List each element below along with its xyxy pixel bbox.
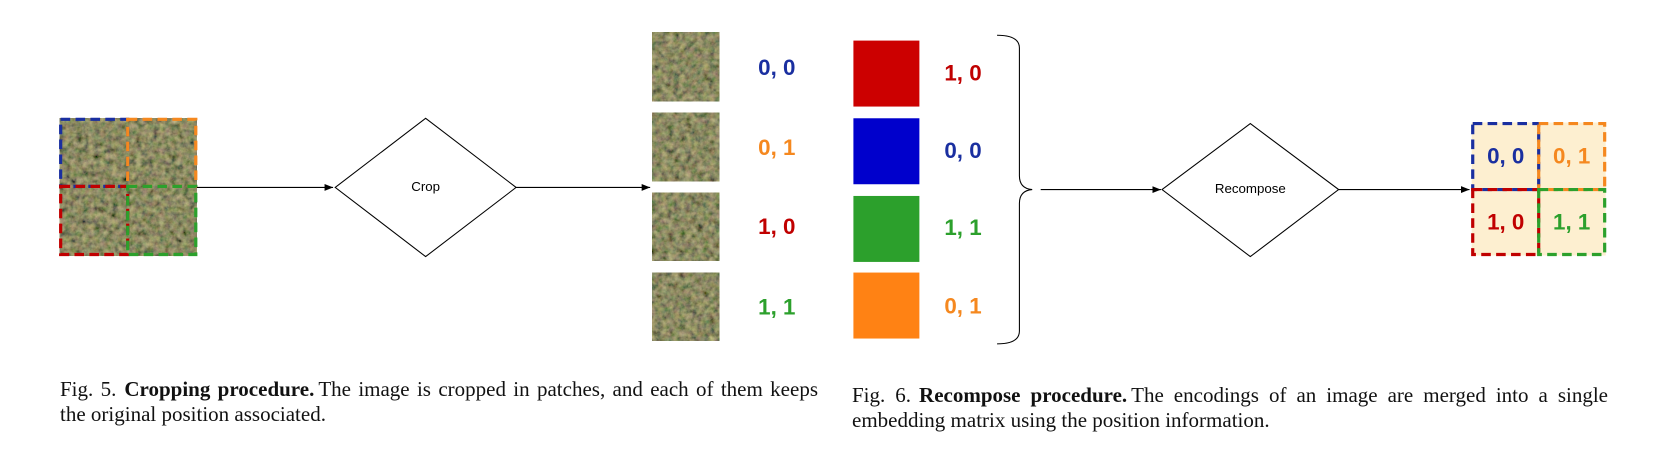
block-label: 0, 0 xyxy=(944,138,981,163)
matrix-borders xyxy=(1471,121,1607,257)
caption-text: The encodings of an image are merged int… xyxy=(852,383,1609,432)
diamond-label: Recompose xyxy=(1215,181,1286,196)
encoding-block xyxy=(853,272,920,339)
patch xyxy=(652,32,720,102)
encoding-block xyxy=(853,195,920,262)
patch xyxy=(652,112,720,182)
caption-text: The image is cropped in patches, and eac… xyxy=(60,377,818,426)
matrix-label: 1, 1 xyxy=(1553,210,1590,235)
quadrant-borders xyxy=(59,117,198,257)
block-label: 0, 1 xyxy=(944,294,981,319)
caption-number: Fig. 6. xyxy=(852,383,912,407)
patch-label: 0, 1 xyxy=(758,135,795,160)
caption: Fig. 5. Cropping procedure. The image is c… xyxy=(60,377,818,427)
caption-title: Cropping procedure. xyxy=(124,377,315,401)
matrix-label: 0, 1 xyxy=(1553,144,1590,169)
diamond xyxy=(334,117,517,258)
patch-label: 1, 1 xyxy=(758,295,795,320)
patch-label: 1, 0 xyxy=(758,214,795,239)
caption-title: Recompose procedure. xyxy=(919,383,1128,407)
caption-number: Fig. 5. xyxy=(60,377,117,401)
block-label: 1, 0 xyxy=(944,61,981,86)
encoding-block xyxy=(853,40,920,107)
encoding-block xyxy=(853,118,920,185)
matrix-label: 1, 0 xyxy=(1487,210,1524,235)
patch-label: 0, 0 xyxy=(758,55,795,80)
matrix-label: 0, 0 xyxy=(1487,144,1524,169)
block-label: 1, 1 xyxy=(944,215,981,240)
brace xyxy=(997,34,1033,345)
diamond-label: Crop xyxy=(411,179,440,194)
patch xyxy=(652,192,720,261)
patch xyxy=(652,272,720,341)
caption: Fig. 6. Recompose procedure. The encodings… xyxy=(852,383,1608,433)
